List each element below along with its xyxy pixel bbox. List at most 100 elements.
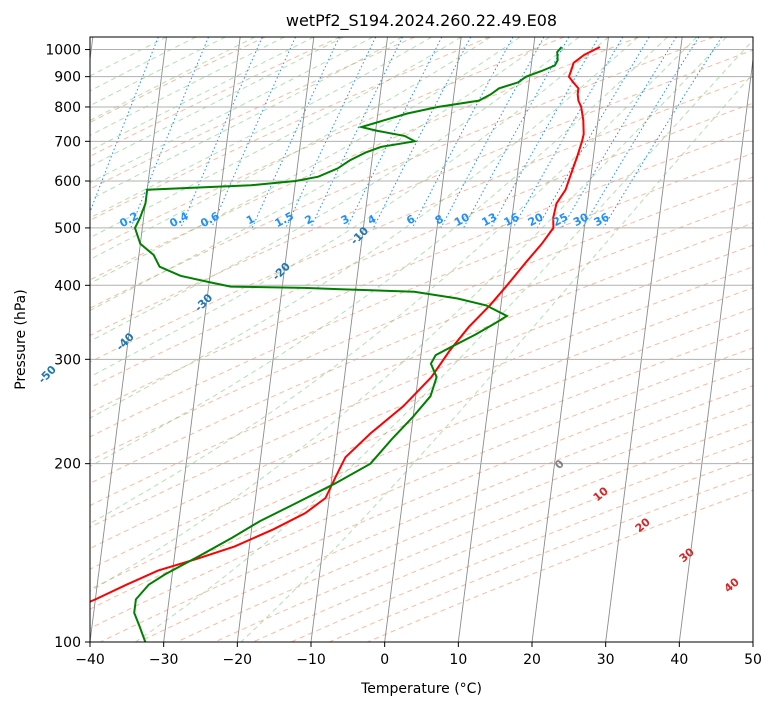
isotherm-line (531, 37, 609, 642)
dry-adiabat-line (90, 76, 753, 363)
mixing-ratio-line (251, 37, 340, 229)
mixing-ratio-line (130, 37, 209, 229)
dry-adiabat-label: 10 (591, 484, 611, 504)
moist-adiabat-line (90, 37, 462, 239)
moist-adiabat-line (90, 37, 315, 152)
mixing-ratio-label: 1.5 (273, 209, 296, 230)
dry-adiabat-label: 20 (633, 515, 653, 535)
x-axis-label: Temperature (°C) (360, 681, 482, 697)
dry-adiabat-line (90, 176, 753, 461)
dry-adiabat-line (90, 37, 565, 252)
y-tick-label: 200 (54, 457, 81, 473)
x-tick-label: 40 (670, 652, 688, 668)
isotherm-line (90, 37, 167, 642)
isotherm-line (236, 37, 315, 642)
mixing-ratio-label: 10 (452, 210, 472, 229)
mixing-ratio-label: 8 (433, 212, 446, 227)
moist-adiabat-line (90, 37, 580, 342)
grid-lines (90, 37, 753, 642)
x-tick-label: 0 (380, 652, 389, 668)
moist-adiabat-label: -30 (192, 291, 215, 314)
isotherm-line (605, 37, 683, 642)
dry-adiabat-line (90, 152, 753, 438)
y-tick-label: 100 (54, 635, 81, 651)
moist-adiabat-line (90, 37, 698, 525)
dry-adiabat-line (90, 287, 753, 570)
dry-adiabat-line (90, 307, 753, 590)
y-tick-label: 700 (54, 134, 81, 150)
mixing-ratio-line (373, 37, 472, 229)
moist-adiabat-label: -40 (114, 330, 137, 353)
mixing-ratio-line (582, 37, 700, 229)
isotherm-line (310, 37, 388, 642)
dry-adiabat-line (90, 37, 341, 157)
mixing-ratio-label: 36 (592, 210, 612, 229)
mixing-ratio-line (346, 37, 443, 229)
y-tick-label: 500 (54, 221, 81, 237)
x-tick-label: −40 (75, 652, 105, 668)
mixing-ratio-label: 25 (551, 210, 571, 229)
moist-adiabat-line (90, 37, 639, 419)
dry-adiabat-line (90, 37, 415, 190)
mixing-ratio-line (463, 37, 570, 229)
dewpoint-profile-line (133, 46, 563, 642)
dry-adiabat-line (90, 222, 753, 507)
moist-adiabat-line (90, 37, 521, 284)
mixing-ratio-label: 16 (502, 210, 522, 229)
moist-adiabat-line (135, 39, 753, 642)
moist-adiabat-line (90, 37, 668, 468)
mixing-ratio-label: 3 (339, 212, 352, 227)
x-tick-label: 50 (744, 652, 762, 668)
moist-adiabat-line (90, 37, 226, 107)
dry-adiabat-label: 40 (722, 575, 742, 595)
dry-adiabat-line (100, 366, 753, 642)
dry-adiabat-line (90, 102, 753, 389)
dry-adiabat-line (90, 327, 753, 610)
x-tick-label: 30 (597, 652, 615, 668)
moist-adiabat-label: -20 (270, 260, 293, 283)
dry-adiabat-label: 30 (677, 545, 697, 565)
dry-adiabat-line (138, 385, 753, 642)
moist-adiabat-line (90, 37, 491, 260)
isotherm-line (457, 37, 536, 642)
moist-adiabat-line (240, 72, 753, 642)
y-tick-label: 300 (54, 352, 81, 368)
moist-adiabat-line (90, 37, 374, 184)
dry-adiabat-line (90, 266, 753, 550)
y-tick-label: 400 (54, 278, 81, 294)
temperature-profile-line (90, 46, 601, 603)
chart-title: wetPf2_S194.2024.260.22.49.E08 (286, 11, 557, 31)
mixing-ratio-label: 13 (480, 210, 500, 229)
plot-frame (89, 36, 754, 643)
isotherm-line (163, 37, 241, 642)
moist-adiabat-line (90, 37, 727, 592)
mixing-ratio-label: 20 (526, 210, 546, 229)
mixing-ratio-line (440, 37, 545, 229)
dry-adiabat-line (90, 127, 753, 414)
mixing-ratio-label: 6 (404, 212, 417, 227)
moist-adiabat-line (90, 37, 285, 137)
axis-ticks: −40 −30 −20 −10 0 10 20 30 40 50 1000 900 800 700 600 5… (45, 43, 762, 668)
mixing-ratio-label: 0.2 (117, 209, 140, 230)
dry-adiabat-line (90, 37, 639, 281)
moist-adiabat-line (90, 37, 432, 219)
mixing-ratio-line (310, 37, 404, 229)
moist-adiabat-line (90, 37, 344, 167)
moist-adiabat-line (90, 37, 256, 122)
mixing-ratio-line (602, 37, 723, 229)
dry-adiabat-line (367, 489, 753, 642)
dry-adiabat-line (90, 244, 753, 528)
mixing-ratio-line (90, 37, 159, 214)
y-tick-label: 600 (54, 174, 81, 190)
moist-adiabat-line (90, 37, 403, 201)
dry-adiabat-line (90, 37, 714, 309)
isotherm-line (384, 37, 462, 642)
mixing-ratio-line (285, 37, 377, 229)
mixing-ratio-label: 30 (571, 210, 591, 229)
mixing-ratio-line (180, 37, 263, 229)
x-tick-label: −10 (296, 652, 326, 668)
isotherm-line (678, 55, 753, 642)
x-tick-label: 20 (523, 652, 541, 668)
mixing-ratio-line (561, 37, 677, 229)
